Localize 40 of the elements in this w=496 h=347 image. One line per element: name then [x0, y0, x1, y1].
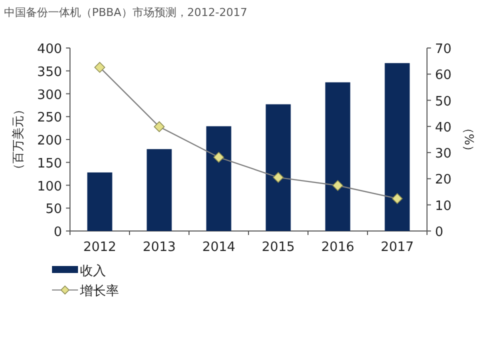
y2-tick-label: 60 [435, 68, 452, 84]
point [332, 180, 344, 191]
x-tick-label: 2016 [321, 240, 354, 255]
point [154, 121, 165, 132]
legend-label: 增长率 [79, 283, 119, 299]
bar [206, 126, 232, 231]
y-tick-label: 150 [37, 156, 62, 172]
y-tick-label: 100 [37, 179, 62, 194]
y2-tick-label: 20 [435, 172, 452, 188]
y-tick-label: 350 [37, 64, 62, 80]
y-tick-label: 0 [54, 225, 62, 240]
x-tick-label: 2017 [380, 240, 414, 255]
bar [146, 149, 172, 231]
y2-tick-label: 70 [435, 42, 452, 57]
y-tick-label: 300 [37, 88, 62, 103]
x-tick-label: 2013 [142, 240, 176, 255]
y-tick-label: 250 [37, 110, 62, 126]
chart-title: 中国备份一体机（PBBA）市场预测，2012-2017 [4, 6, 248, 19]
point [392, 193, 403, 204]
point [213, 152, 224, 163]
legend-label: 收入 [80, 264, 106, 279]
y-tick-label: 50 [45, 202, 62, 218]
y2-tick-label: 0 [435, 225, 444, 240]
y2-tick-label: 10 [435, 198, 452, 214]
x-tick-label: 2014 [202, 240, 236, 255]
point [272, 172, 284, 183]
y-axis-title: （百万美元） [11, 104, 25, 176]
y2-tick-label: 40 [435, 120, 452, 136]
x-tick-label: 2012 [83, 240, 116, 255]
y2-tick-label: 50 [435, 94, 452, 110]
bar [266, 104, 291, 231]
y-tick-label: 400 [37, 42, 62, 57]
bar [384, 63, 410, 231]
x-tick-label: 2015 [262, 240, 295, 255]
bar [87, 172, 112, 231]
y-tick-label: 200 [37, 134, 62, 148]
bar [325, 82, 350, 231]
y2-axis-title: （%） [462, 122, 476, 158]
point [94, 62, 106, 73]
y2-tick-label: 30 [435, 146, 452, 162]
